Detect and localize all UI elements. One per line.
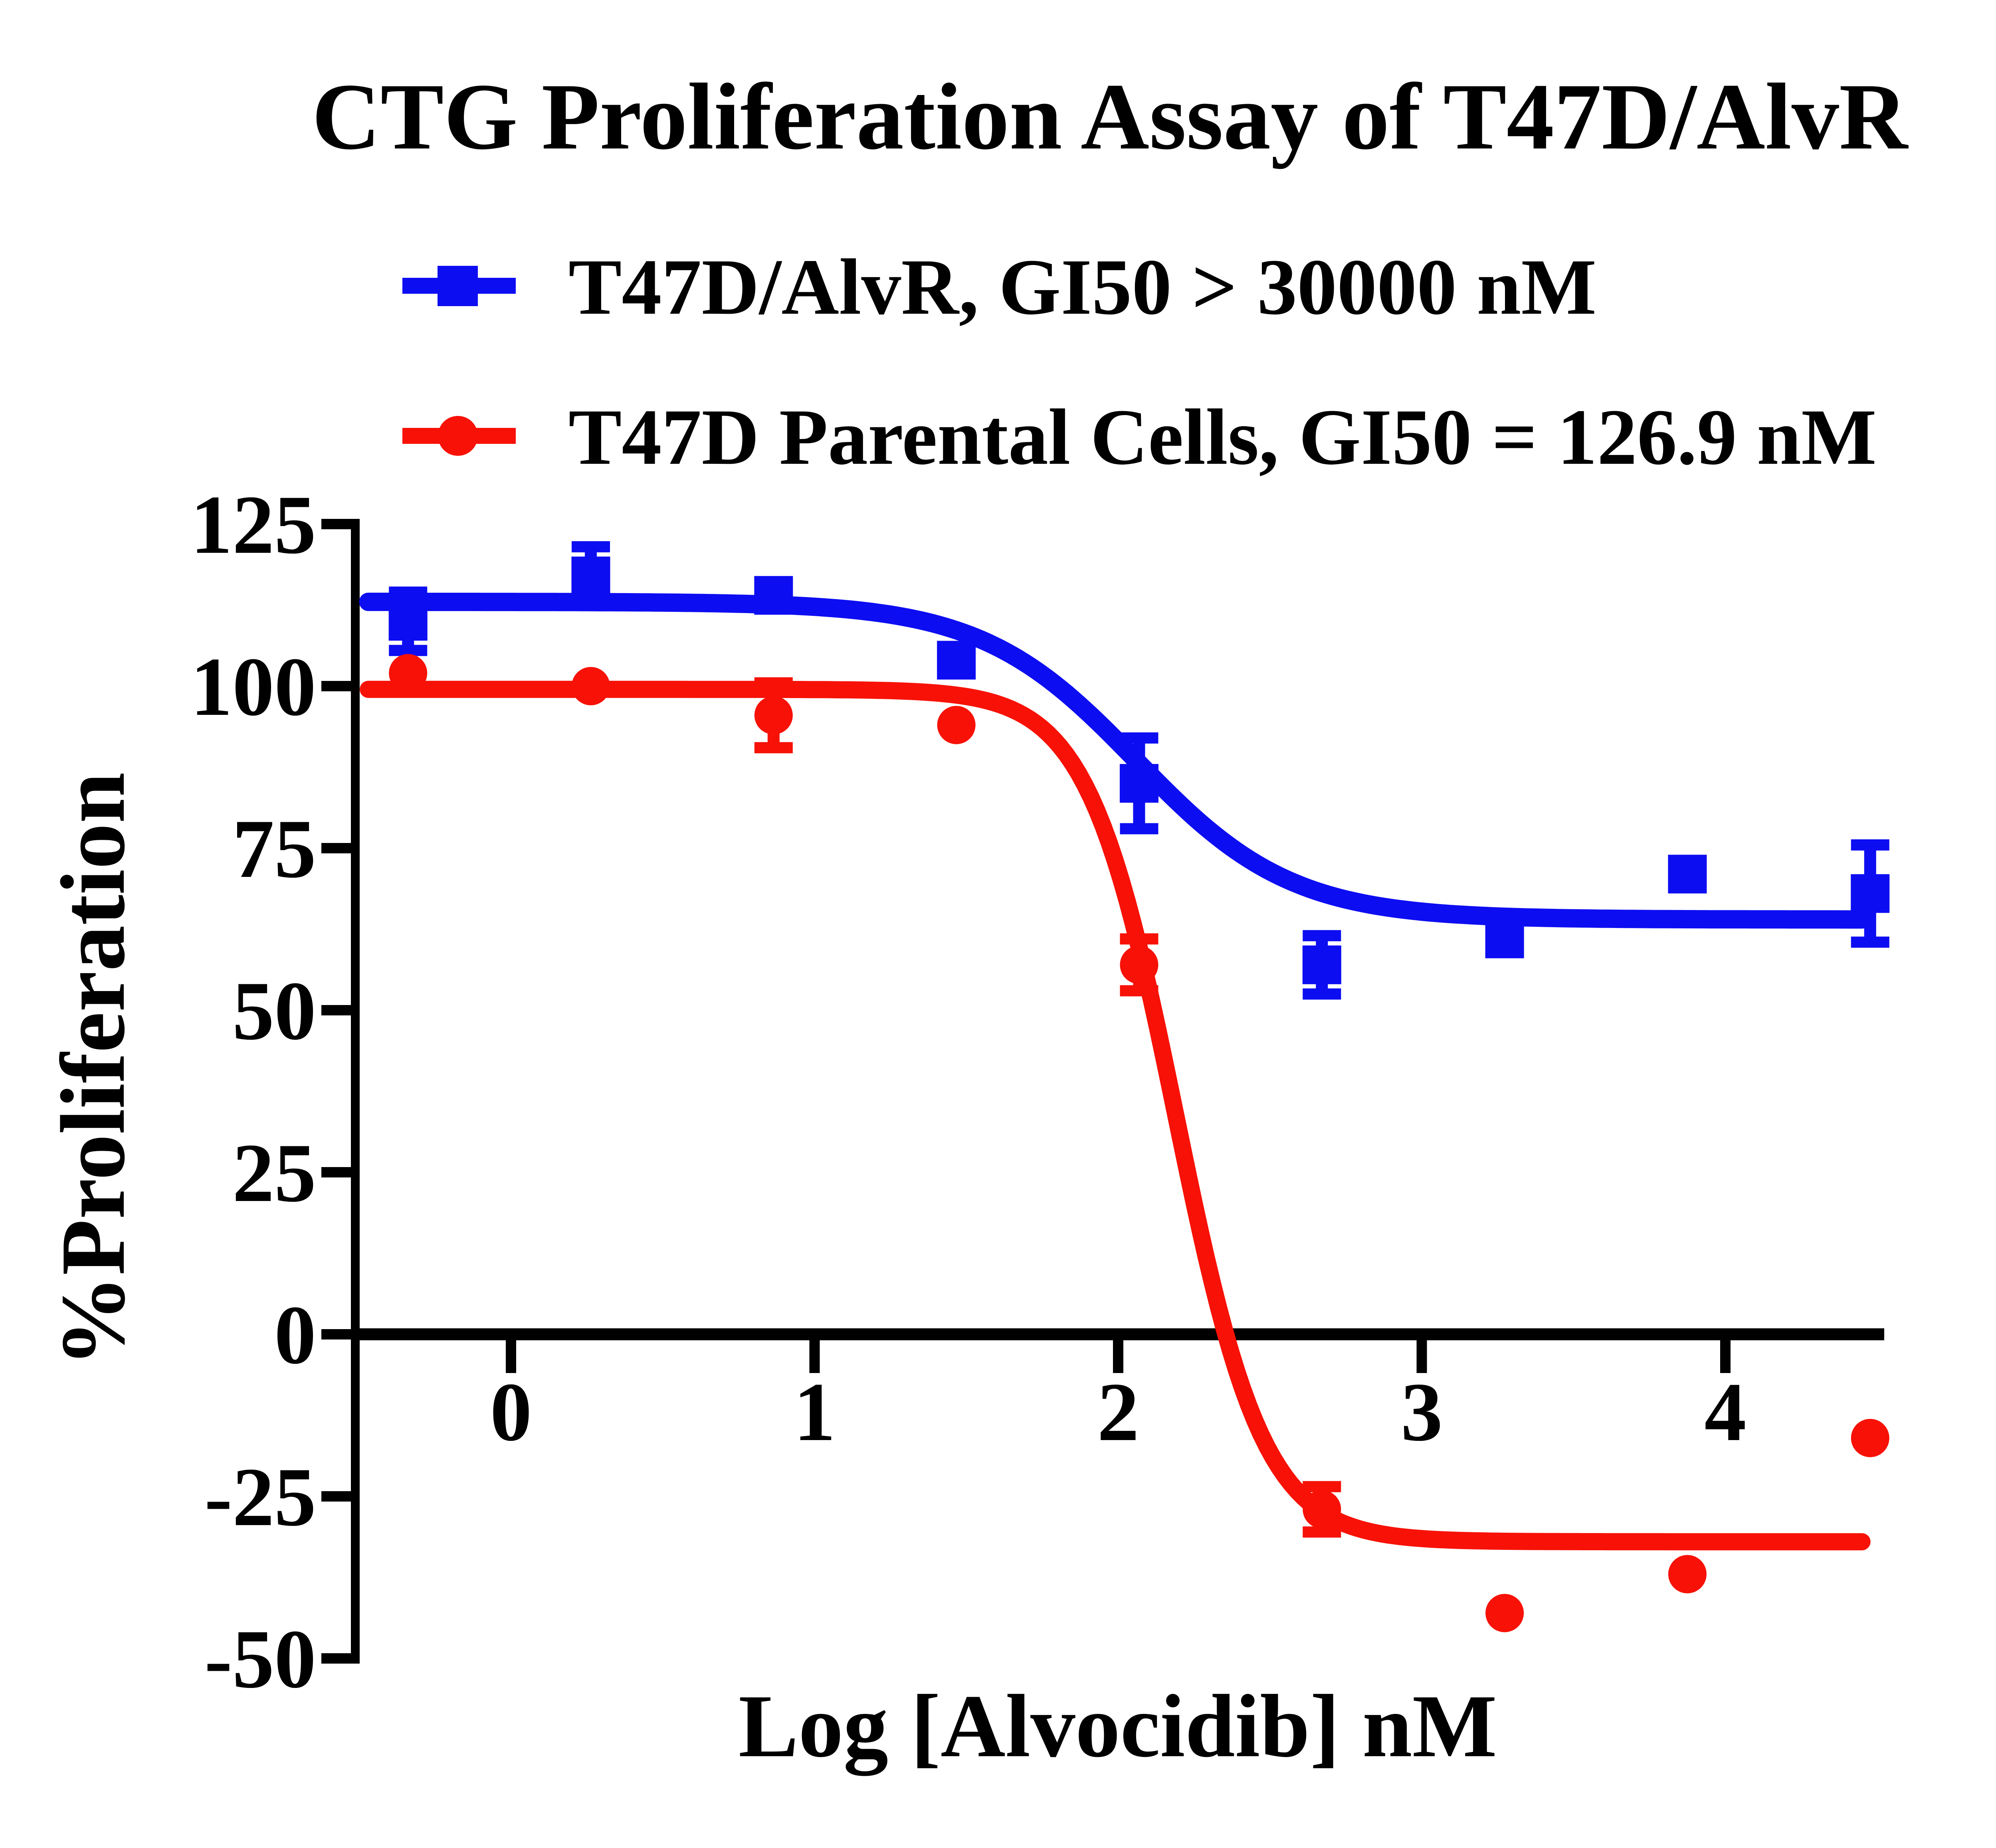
data-point-circle [1485,1594,1524,1632]
x-tick-label: 4 [1705,1366,1746,1458]
error-bar-cap-bottom [572,600,610,611]
legend-label-t47d-parental: T47D Parental Cells, GI50 = 126.9 nM [568,393,1877,481]
x-axis-line [351,1328,1884,1340]
error-bar-cap-top [754,677,793,689]
chart-title: CTG Proliferation Assay of T47D/AlvR [312,64,1909,169]
x-tick-label: 3 [1401,1366,1443,1458]
x-axis-label: Log [Alvocidib] nM [739,1676,1497,1776]
error-bar-cap-top [1120,933,1158,945]
error-bar [389,586,428,656]
legend: T47D/AlvR, GI50 > 30000 nM T47D Parental… [402,243,1877,481]
data-point-circle [1120,946,1158,984]
data-point-square [1851,874,1890,913]
data-point-square [388,602,428,641]
y-axis-spine [351,519,360,1664]
y-tick [321,1005,351,1015]
y-tick-label: 75 [232,803,316,895]
data-point-circle [572,667,610,705]
data-point-square [1302,945,1341,984]
x-tick-label: 1 [794,1366,836,1458]
error-bar-cap-bottom [1120,985,1158,997]
series-t47d-alvr [359,541,1890,1000]
legend-label-t47d-alvr: T47D/AlvR, GI50 > 30000 nM [568,243,1596,331]
legend-item-t47d-alvr: T47D/AlvR, GI50 > 30000 nM [402,243,1596,331]
y-tick [321,843,351,853]
y-tick-label: -50 [204,1613,316,1706]
x-tick-label: 0 [490,1366,532,1458]
error-bar-cap-bottom [1851,936,1889,948]
y-tick-label: 100 [190,641,316,733]
y-tick-label: 25 [232,1127,316,1219]
fit-curve [359,592,1871,929]
data-point-square [1485,919,1524,958]
error-bar-cap-top [1120,732,1158,744]
x-axis: 0 1 2 3 4 [351,1328,1884,1458]
y-tick-label: -25 [204,1451,316,1543]
data-point-square [1119,764,1158,803]
x-tick [1416,1340,1427,1373]
data-point-circle [389,654,428,693]
series-t47d-parental [360,654,1889,1632]
data-point-square [754,576,793,615]
y-tick-label: 125 [190,479,316,571]
error-bar-cap-bottom [1120,823,1158,835]
error-bar-cap-bottom [754,742,793,754]
error-bar-cap-bottom [1303,988,1341,1000]
data-point-circle [937,706,976,744]
x-tick-label: 2 [1097,1366,1139,1458]
x-tick [1113,1340,1123,1373]
legend-item-t47d-parental: T47D Parental Cells, GI50 = 126.9 nM [402,393,1877,481]
data-point-square [1668,855,1707,894]
error-bar-cap-top [1303,930,1341,942]
data-point-circle [1303,1490,1341,1529]
y-axis-label: %Proliferation [42,772,144,1367]
x-tick [809,1340,820,1373]
y-tick [321,1491,351,1502]
y-tick [321,519,351,529]
y-tick [321,1167,351,1177]
legend-circle-marker-icon [438,416,478,456]
y-tick [321,1653,351,1664]
y-tick-label: 0 [274,1289,316,1381]
error-bar-cap-top [1851,839,1889,851]
legend-square-marker-icon [438,266,478,306]
error-bar-cap-top [389,586,428,598]
data-point-circle [754,696,793,735]
fit-curve [360,681,1871,1551]
y-tick [321,1329,351,1340]
y-tick-label: 50 [232,965,316,1057]
y-axis: 125 100 75 50 25 0 -25 -50 [190,479,360,1706]
data-point-square [937,641,976,680]
data-point-circle [1851,1419,1889,1457]
y-tick [321,681,351,691]
data-point-square [571,556,610,596]
plot-series [359,541,1890,1632]
data-point-circle [1668,1555,1707,1593]
x-tick [506,1340,516,1373]
x-tick [1720,1340,1731,1373]
error-bar-cap-top [572,541,610,552]
